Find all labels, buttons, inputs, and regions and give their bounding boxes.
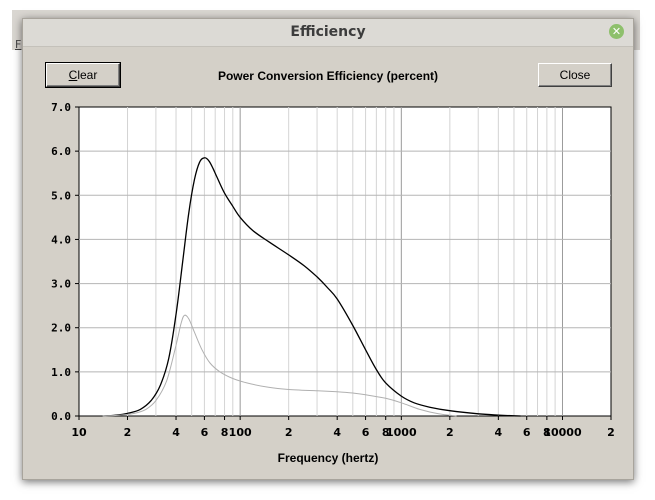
- x-tick-label: 10000: [543, 426, 582, 439]
- x-axis-label: Frequency (hertz): [277, 451, 379, 465]
- y-tick-label: 4.0: [51, 233, 71, 246]
- y-tick-label: 7.0: [51, 101, 71, 114]
- x-tick-label: 8: [543, 426, 551, 439]
- x-tick-label: 100: [229, 426, 252, 439]
- x-tick-label: 4: [333, 426, 341, 439]
- y-tick-label: 6.0: [51, 145, 71, 158]
- y-tick-label: 3.0: [51, 278, 71, 291]
- efficiency-chart: 0.01.02.03.04.05.06.07.0 10 2 4 6 8 100 2 4 6 810…: [51, 101, 615, 439]
- clear-button-mnemonic: C: [68, 68, 78, 82]
- y-tick-label: 1.0: [51, 366, 71, 379]
- x-tick-label: 4: [495, 426, 503, 439]
- background-menu-letter[interactable]: F: [15, 38, 22, 51]
- clear-button[interactable]: Clear: [45, 62, 121, 88]
- grid-lines: [79, 107, 611, 416]
- x-tick-label: 10: [71, 426, 87, 439]
- x-tick-label: 2: [607, 426, 615, 439]
- y-tick-label: 5.0: [51, 189, 71, 202]
- x-tick-label: 4: [172, 426, 180, 439]
- series-line-1: [102, 157, 521, 417]
- close-icon[interactable]: ✕: [609, 24, 624, 39]
- title-bar[interactable]: Efficiency ✕: [23, 19, 633, 47]
- y-axis-ticks: 0.0 1.0 2.0 3.0 4.0 5.0 6.0 7.0: [51, 101, 79, 423]
- x-tick-label: 6: [362, 426, 370, 439]
- efficiency-dialog: Efficiency ✕ Clear Power Conversion Effi…: [22, 18, 634, 480]
- x-tick-label: 2: [285, 426, 293, 439]
- x-tick-label: 6: [201, 426, 209, 439]
- series-line-2: [102, 314, 457, 417]
- close-button[interactable]: Close: [538, 63, 612, 87]
- clear-button-label: lear: [77, 68, 98, 82]
- y-tick-label: 0.0: [51, 410, 71, 423]
- x-tick-label: 2: [446, 426, 454, 439]
- x-tick-label: 8: [221, 426, 229, 439]
- y-tick-label: 2.0: [51, 322, 71, 335]
- x-tick-label: 2: [124, 426, 132, 439]
- plot-area: [78, 106, 612, 417]
- chart-title: Power Conversion Efficiency (percent): [217, 69, 439, 83]
- series-lines: [102, 157, 521, 417]
- x-tick-label: 8: [382, 426, 390, 439]
- x-tick-label: 6: [523, 426, 531, 439]
- x-tick-label: 1000: [386, 426, 417, 439]
- window-title: Efficiency: [290, 24, 366, 40]
